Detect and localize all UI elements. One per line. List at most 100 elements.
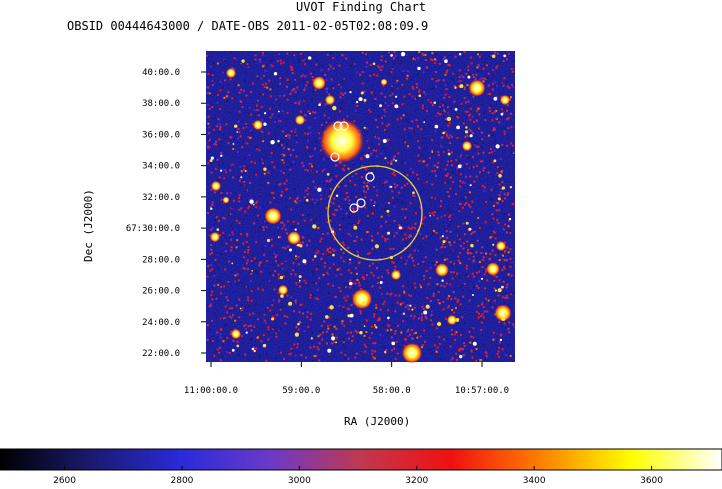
faint-star [387, 231, 390, 235]
faint-star [501, 186, 505, 190]
faint-star [493, 96, 498, 101]
source-circles [330, 121, 375, 213]
colorbar-tick-label: 3000 [288, 476, 311, 486]
faint-star [266, 238, 271, 243]
faint-star [444, 59, 448, 64]
faint-star [465, 126, 468, 129]
faint-star [231, 262, 234, 265]
faint-star [480, 277, 484, 280]
faint-star [382, 139, 387, 143]
faint-star [325, 315, 329, 319]
faint-star [501, 285, 504, 289]
faint-star [411, 308, 414, 311]
faint-star [241, 59, 245, 63]
faint-star [349, 258, 352, 261]
faint-star [499, 338, 503, 342]
faint-star [390, 54, 393, 57]
star [230, 328, 242, 340]
faint-star [302, 259, 307, 264]
faint-star [326, 172, 330, 176]
faint-star [297, 323, 300, 326]
colorbar [0, 448, 722, 471]
faint-star [362, 301, 367, 306]
faint-star [358, 97, 363, 102]
star [486, 262, 500, 276]
faint-star [244, 170, 247, 172]
faint-star [431, 151, 434, 153]
faint-star [503, 54, 506, 58]
source-circle [330, 152, 340, 162]
dec-tick-label: 38:00.0 [142, 99, 180, 109]
faint-star [386, 209, 390, 213]
faint-star [353, 225, 358, 230]
faint-star [412, 191, 415, 194]
faint-star [295, 255, 297, 257]
faint-star [317, 187, 322, 192]
faint-star [232, 143, 235, 145]
faint-star [437, 321, 442, 327]
faint-star [349, 313, 354, 318]
dec-tick-label: 22:00.0 [142, 349, 180, 359]
faint-star [299, 244, 303, 248]
dec-tick-label: 36:00.0 [142, 130, 180, 140]
faint-star [347, 314, 351, 318]
star [210, 180, 222, 192]
faint-star [236, 131, 238, 133]
chart-title: UVOT Finding Chart [295, 0, 427, 14]
faint-star [210, 156, 214, 160]
faint-star [423, 310, 428, 315]
faint-star [332, 253, 335, 257]
star [319, 118, 365, 164]
star [209, 231, 221, 243]
faint-star [360, 91, 364, 95]
source-circle [333, 121, 343, 131]
faint-star [402, 312, 406, 315]
faint-star [433, 101, 437, 104]
faint-star [262, 343, 267, 348]
faint-star [459, 84, 464, 89]
faint-star [279, 275, 283, 280]
faint-star [447, 152, 451, 156]
faint-star [464, 130, 469, 134]
faint-star [349, 281, 353, 286]
faint-star [497, 288, 502, 293]
faint-star [379, 281, 383, 284]
colorbar-tick-label: 2800 [171, 476, 194, 486]
faint-star [310, 337, 313, 340]
source-circle [356, 198, 366, 208]
faint-star [434, 124, 439, 129]
faint-star [400, 52, 406, 57]
faint-star [498, 174, 502, 178]
colorbar-ticks: 2600 2800 3000 3200 3400 3600 [53, 466, 663, 486]
ra-ticks: 11:00:00.0 59:00.0 58:00.0 10:57:00.0 [184, 362, 509, 396]
faint-star [384, 350, 387, 354]
faint-star [441, 235, 444, 238]
star [252, 119, 264, 131]
faint-star [375, 326, 378, 329]
faint-star [363, 98, 367, 102]
faint-star [379, 104, 382, 108]
star [324, 94, 336, 106]
faint-star [355, 100, 359, 104]
faint-star [387, 316, 390, 320]
star [468, 79, 486, 97]
star [277, 284, 289, 296]
faint-star [273, 72, 278, 76]
dec-tick-label: 28:00.0 [142, 255, 180, 265]
faint-star [469, 134, 473, 138]
star [294, 114, 306, 126]
faint-star [492, 54, 496, 58]
faint-star [472, 341, 477, 346]
source-circle [339, 121, 349, 131]
faint-star [429, 215, 432, 217]
faint-star [332, 105, 337, 111]
faint-star [363, 325, 366, 327]
faint-star [263, 167, 267, 171]
faint-star [441, 279, 444, 282]
faint-star [442, 131, 445, 135]
faint-star [327, 348, 332, 353]
faint-star [390, 185, 393, 188]
faint-star [457, 164, 462, 169]
faint-star [349, 91, 352, 94]
